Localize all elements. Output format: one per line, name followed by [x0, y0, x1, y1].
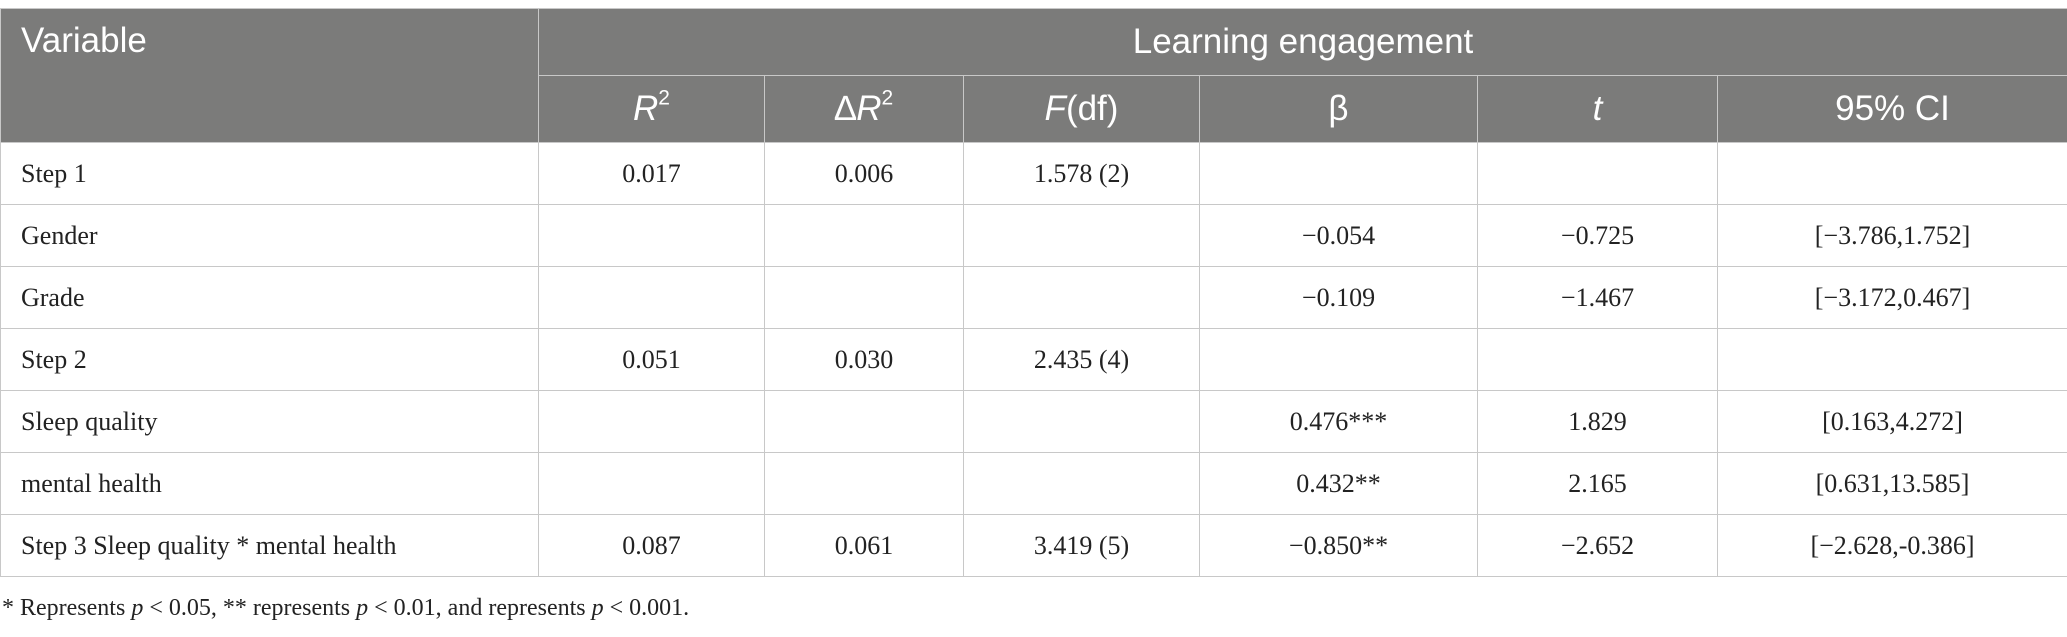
delta-r-squared-cell	[764, 266, 964, 329]
ci-cell: [−3.786,1.752]	[1716, 204, 2067, 267]
beta-cell	[1199, 328, 1478, 391]
r-squared-cell	[538, 204, 765, 267]
ci-cell	[1716, 142, 2067, 205]
f-df-cell	[963, 452, 1200, 515]
ci-cell: [−2.628,-0.386]	[1716, 514, 2067, 577]
t-cell: −2.652	[1477, 514, 1718, 577]
df-label: (df)	[1065, 89, 1119, 128]
table-row: Gender −0.054 −0.725 [−3.786,1.752]	[0, 204, 2067, 267]
ci-cell: [0.631,13.585]	[1716, 452, 2067, 515]
table-footnote: * Represents p < 0.05, ** represents p <…	[2, 595, 689, 622]
row-label: Gender	[0, 204, 539, 267]
footnote-text: < 0.05, ** represents	[143, 595, 357, 621]
header-row-top: Variable Learning engagement	[0, 8, 2067, 143]
row-label: Grade	[0, 266, 539, 329]
delta-r-squared-cell: 0.061	[764, 514, 964, 577]
r-squared-cell	[538, 390, 765, 453]
f-symbol: F	[1044, 89, 1066, 128]
t-cell	[1477, 328, 1718, 391]
row-label: Step 3 Sleep quality * mental health	[0, 514, 539, 577]
r-squared-header: R2	[538, 75, 765, 143]
f-df-cell: 3.419 (5)	[963, 514, 1200, 577]
f-df-cell	[963, 204, 1200, 267]
delta-r-squared-cell	[764, 390, 964, 453]
beta-cell: 0.432**	[1199, 452, 1478, 515]
table-header: Variable Learning engagement R2 ∆R2 F(df…	[0, 8, 2067, 143]
beta-cell: −0.850**	[1199, 514, 1478, 577]
table-row: Grade −0.109 −1.467 [−3.172,0.467]	[0, 266, 2067, 329]
beta-cell: 0.476***	[1199, 390, 1478, 453]
beta-cell: −0.109	[1199, 266, 1478, 329]
ci-cell: [0.163,4.272]	[1716, 390, 2067, 453]
r-squared-cell: 0.017	[538, 142, 765, 205]
table-body: Step 1 0.017 0.006 1.578 (2) Gender −0.0…	[0, 142, 2067, 577]
delta-r-squared-cell: 0.006	[764, 142, 964, 205]
delta-r-squared-cell: 0.030	[764, 328, 964, 391]
footnote-p-symbol: p	[131, 595, 144, 621]
regression-table: Variable Learning engagement R2 ∆R2 F(df…	[0, 8, 2067, 577]
f-df-header: F(df)	[963, 75, 1200, 143]
f-df-cell	[963, 266, 1200, 329]
footnote-p-symbol: p	[591, 595, 604, 621]
table-row: Sleep quality 0.476*** 1.829 [0.163,4.27…	[0, 390, 2067, 453]
delta-r-squared-header: ∆R2	[764, 75, 964, 143]
footnote-text: * Represents	[2, 595, 132, 621]
ci-header: 95% CI	[1716, 75, 2067, 143]
table-row: Step 2 0.051 0.030 2.435 (4)	[0, 328, 2067, 391]
r-squared-cell: 0.051	[538, 328, 765, 391]
row-label: Sleep quality	[0, 390, 539, 453]
variable-column-header: Variable	[0, 8, 539, 143]
header-row-sub: R2 ∆R2 F(df) β t 95% CI	[1, 75, 2067, 143]
f-df-cell: 1.578 (2)	[963, 142, 1200, 205]
t-cell: −0.725	[1477, 204, 1718, 267]
beta-cell	[1199, 142, 1478, 205]
beta-cell: −0.054	[1199, 204, 1478, 267]
r-squared-symbol: R	[633, 89, 659, 128]
ci-cell	[1716, 328, 2067, 391]
t-header: t	[1477, 75, 1718, 143]
r-squared-cell	[538, 266, 765, 329]
table-row: Step 3 Sleep quality * mental health 0.0…	[0, 514, 2067, 577]
beta-header: β	[1199, 75, 1478, 143]
t-cell: 2.165	[1477, 452, 1718, 515]
row-label: Step 2	[0, 328, 539, 391]
table-row: mental health 0.432** 2.165 [0.631,13.58…	[0, 452, 2067, 515]
delta-r-symbol: R	[856, 89, 882, 128]
regression-table-container: Variable Learning engagement R2 ∆R2 F(df…	[0, 8, 2067, 577]
row-label: Step 1	[0, 142, 539, 205]
table-row: Step 1 0.017 0.006 1.578 (2)	[0, 142, 2067, 205]
r-squared-superscript: 2	[658, 86, 670, 110]
t-cell: 1.829	[1477, 390, 1718, 453]
delta-symbol: ∆	[834, 89, 857, 128]
footnote-p-symbol: p	[356, 595, 369, 621]
r-squared-cell: 0.087	[538, 514, 765, 577]
f-df-cell	[963, 390, 1200, 453]
t-cell: −1.467	[1477, 266, 1718, 329]
ci-cell: [−3.172,0.467]	[1716, 266, 2067, 329]
delta-r-squared-cell	[764, 204, 964, 267]
footnote-text: < 0.01, and represents	[368, 595, 592, 621]
delta-r-superscript: 2	[881, 86, 894, 110]
row-label: mental health	[0, 452, 539, 515]
t-cell	[1477, 142, 1718, 205]
delta-r-squared-cell	[764, 452, 964, 515]
f-df-cell: 2.435 (4)	[963, 328, 1200, 391]
footnote-text: < 0.001.	[603, 595, 690, 621]
learning-engagement-group-header: Learning engagement	[537, 8, 2067, 76]
r-squared-cell	[538, 452, 765, 515]
